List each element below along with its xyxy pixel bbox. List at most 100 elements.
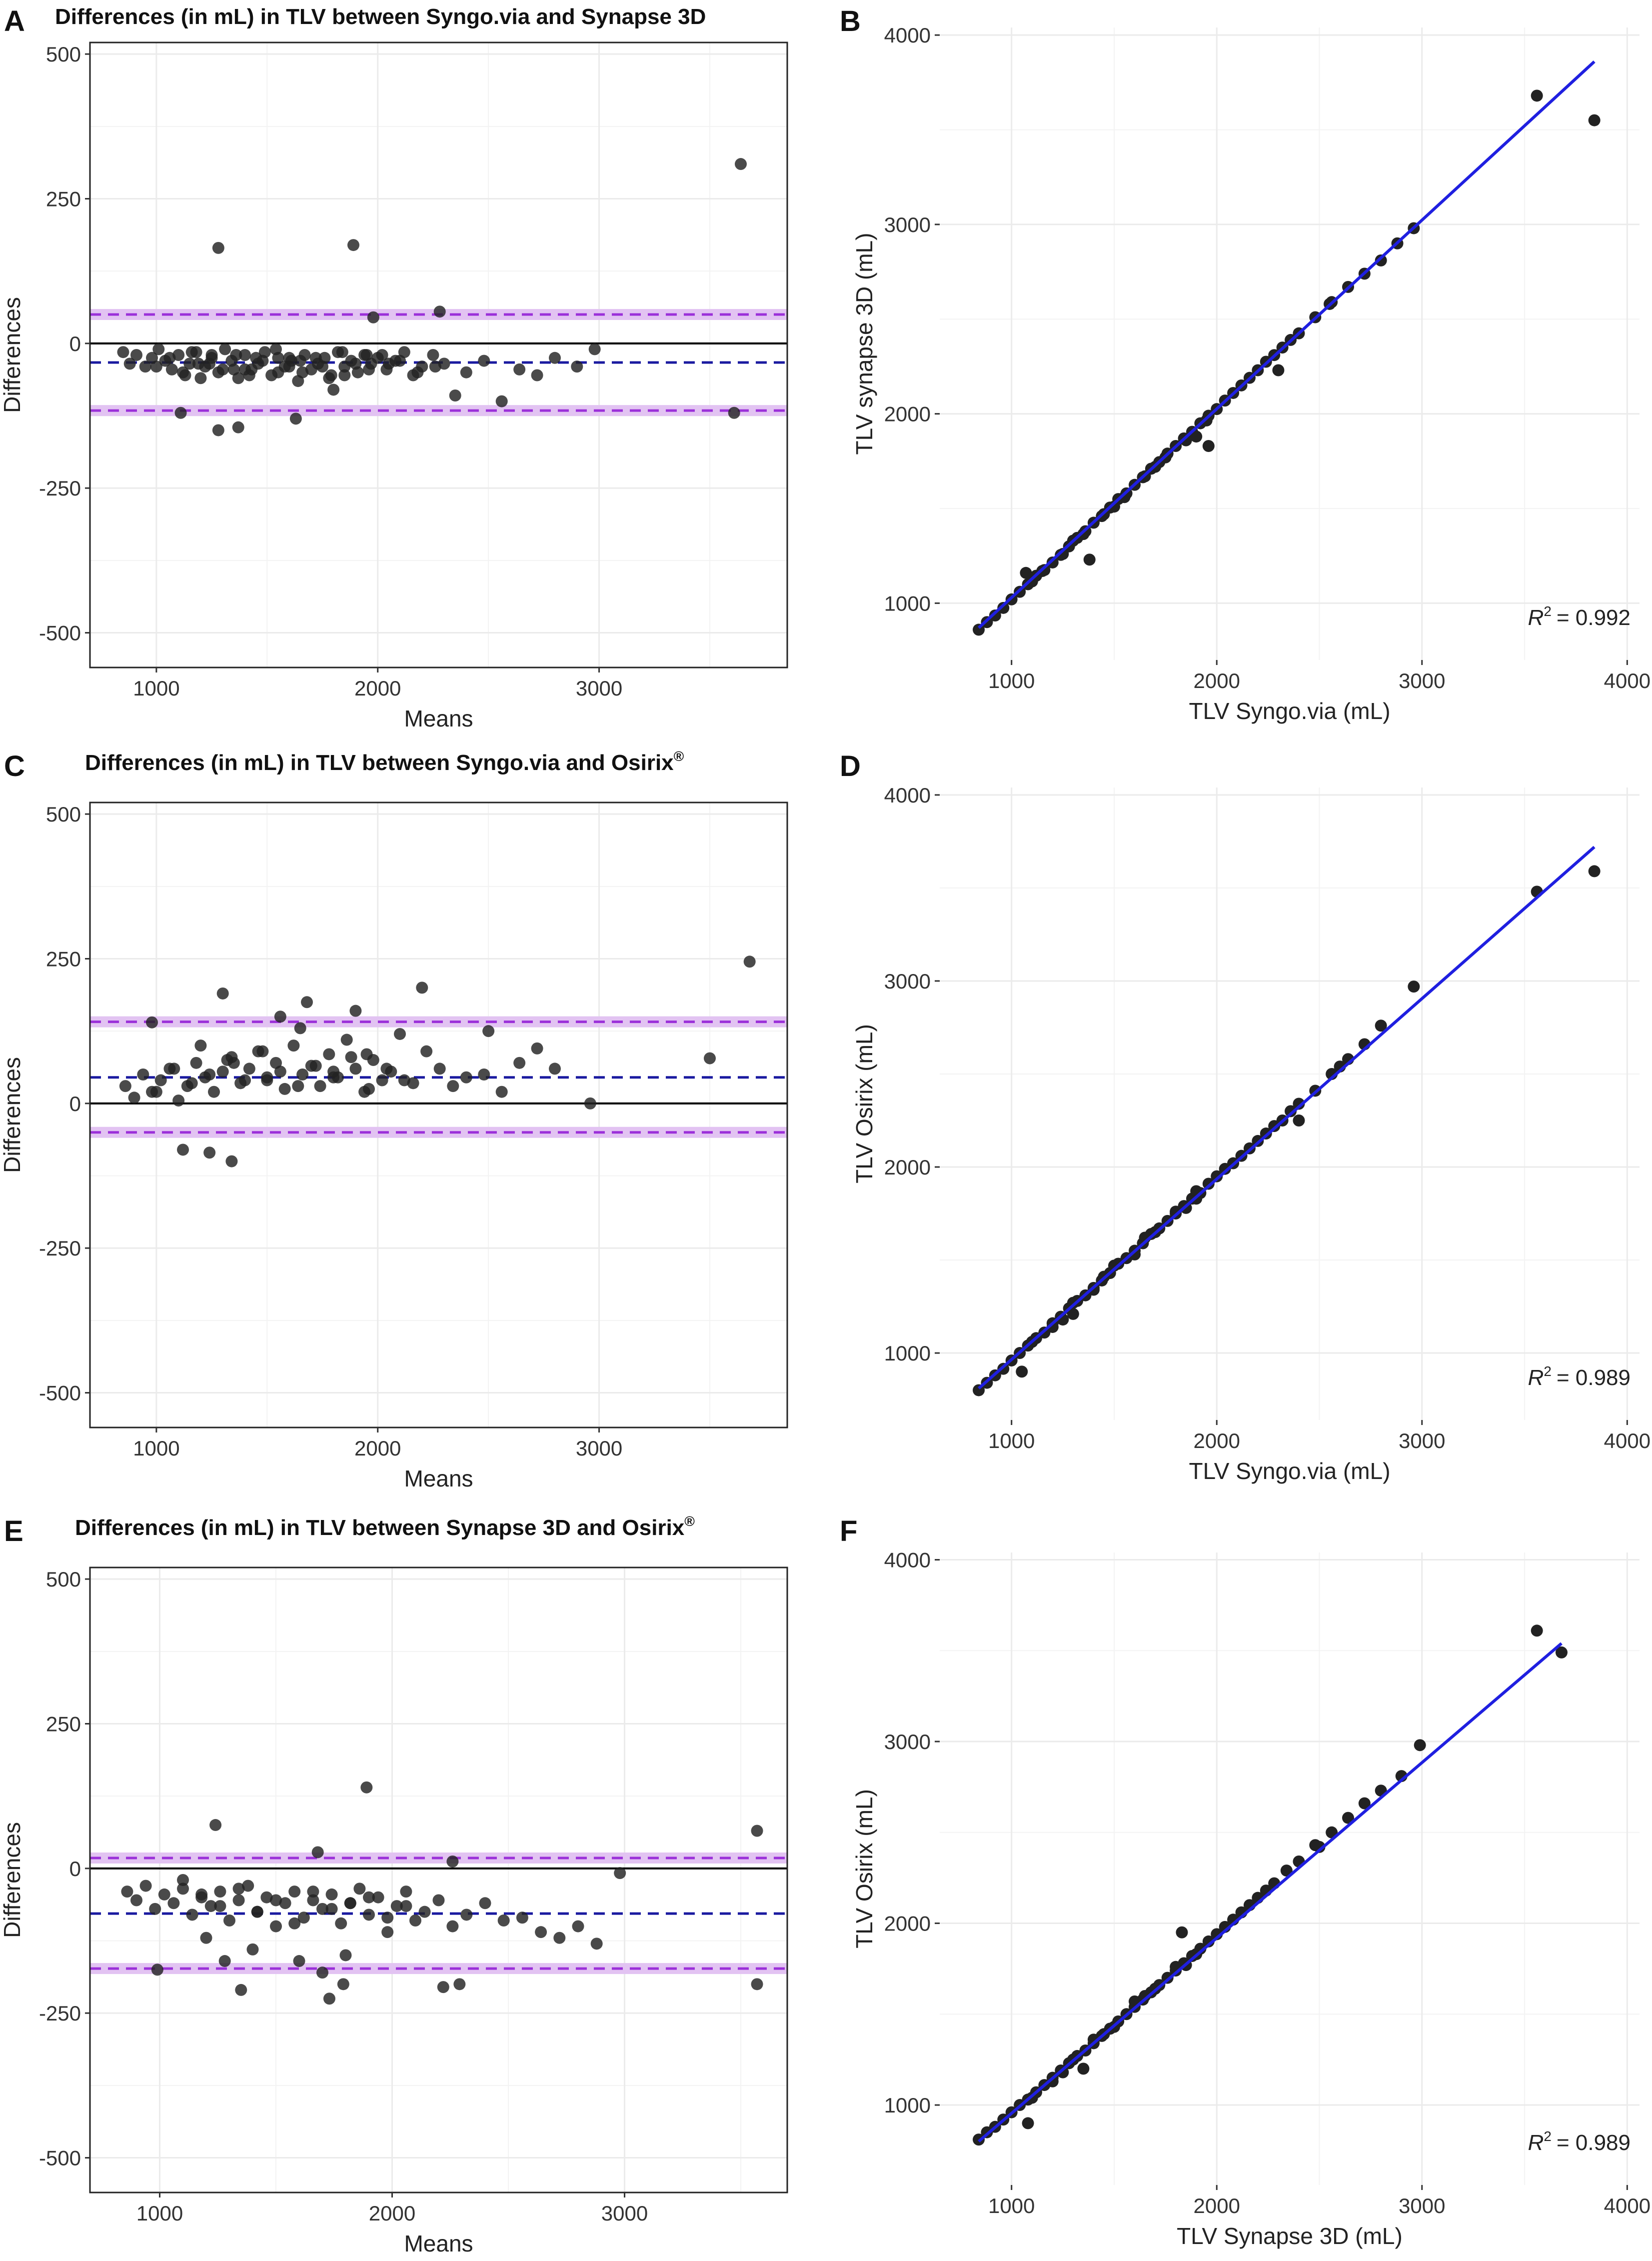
data-point [382,358,395,370]
data-point [1139,1990,1151,2002]
x-axis-label: Means [404,2230,473,2256]
y-tick-label: 1000 [884,1342,931,1365]
x-tick-label: 2000 [354,676,401,700]
x-tick-label: 3000 [576,676,622,700]
data-point [289,412,302,425]
data-point [1022,2117,1034,2130]
data-point [296,1068,309,1080]
data-point [232,1894,245,1906]
data-point [1285,1105,1297,1118]
data-point [130,1894,142,1906]
data-point [516,1912,528,1924]
r-squared-exponent: 2 [1544,2128,1552,2144]
data-point [294,1022,306,1034]
y-tick-label: 0 [69,332,81,356]
data-point [416,982,428,994]
data-point [163,352,176,364]
data-point [287,1040,300,1052]
data-point [232,1882,245,1895]
x-tick-label: 1000 [136,2202,183,2225]
x-tick-label: 3000 [576,1436,622,1460]
data-point [177,1874,189,1886]
x-tick-label: 2000 [1194,2194,1240,2218]
data-point [394,1028,406,1040]
data-point [360,1781,373,1794]
r-squared-exponent: 2 [1544,604,1552,619]
panel-title-text: Differences (in mL) in TLV between Syngo… [85,750,674,775]
data-point [1016,1366,1028,1378]
data-point [316,1966,328,1979]
data-point [216,987,229,1000]
data-point [409,1914,421,1927]
plot-background [90,1568,787,2192]
y-tick-label: -250 [39,476,81,500]
panel-letter: D [840,750,861,782]
data-point [167,1897,180,1910]
panel-title-superscript: ® [684,1514,695,1529]
data-point [460,366,472,378]
regression-line [978,1642,1563,2143]
data-point [411,366,424,378]
r-squared-annotation: R2 = 0.992 [1528,604,1631,630]
panel-d: D 1000 2000 3000 4000 1000 2000 3000 4000 TLV Syn… [840,750,1651,1484]
panel-title-text: Differences (in mL) in TLV between Synap… [75,1516,685,1540]
data-point [495,395,508,408]
data-point [704,1052,716,1064]
plot-background [940,788,1640,1420]
data-point [400,1886,412,1898]
grid [90,1568,787,2192]
data-point [177,1882,189,1895]
data-point [735,158,747,170]
data-point [177,1144,189,1156]
y-tick-label: 4000 [884,784,931,807]
panel-c: C Differences (in mL) in TLV between Syng… [0,748,788,1492]
data-point [478,1068,490,1080]
r-squared-annotation: R2 = 0.989 [1528,2128,1631,2155]
r-squared-value: = 0.989 [1557,2130,1631,2155]
data-point [205,349,218,361]
data-point [1020,566,1032,579]
r-squared-symbol: R [1528,606,1544,630]
data-point [394,354,406,367]
data-point [309,1060,322,1072]
data-point [743,956,756,968]
data-point [1555,1646,1568,1658]
data-point [121,1886,133,1898]
grid [940,1552,1640,2185]
regression-line [977,60,1596,629]
y-tick-label: 3000 [884,213,931,236]
panel-b: B 1000 2000 3000 4000 1000 2000 3000 4000 TLV Syn… [840,5,1651,724]
data-point [418,1906,431,1918]
data-point [349,1004,362,1017]
panel-e: E Differences (in mL) in TLV between Syna… [0,1514,788,2256]
data-point [279,1897,291,1910]
data-point [216,363,229,376]
data-point [261,1071,273,1084]
y-tick-label: 500 [46,42,81,66]
data-point [449,390,461,402]
data-point [283,352,295,364]
data-point [270,343,282,356]
plot-background [90,802,787,1428]
data-point [158,1888,170,1900]
data-point [432,1894,445,1906]
data-point [376,349,388,361]
data-point [400,1900,412,1912]
data-points [119,956,756,1168]
y-axis-label: TLV Osirix (mL) [851,1789,877,1948]
data-point [177,366,189,378]
data-point [323,1992,335,2005]
data-point [1083,554,1096,566]
data-point [349,358,362,370]
panel-title: Differences (in mL) in TLV between Synap… [75,1514,695,1540]
data-point [381,1912,394,1924]
data-point [209,1819,222,1832]
data-point [292,1080,304,1092]
data-point [1046,556,1059,568]
data-point [272,366,284,378]
data-point [997,602,1010,614]
data-point [1414,1739,1426,1752]
data-point [270,1894,282,1906]
data-point [227,1056,240,1069]
